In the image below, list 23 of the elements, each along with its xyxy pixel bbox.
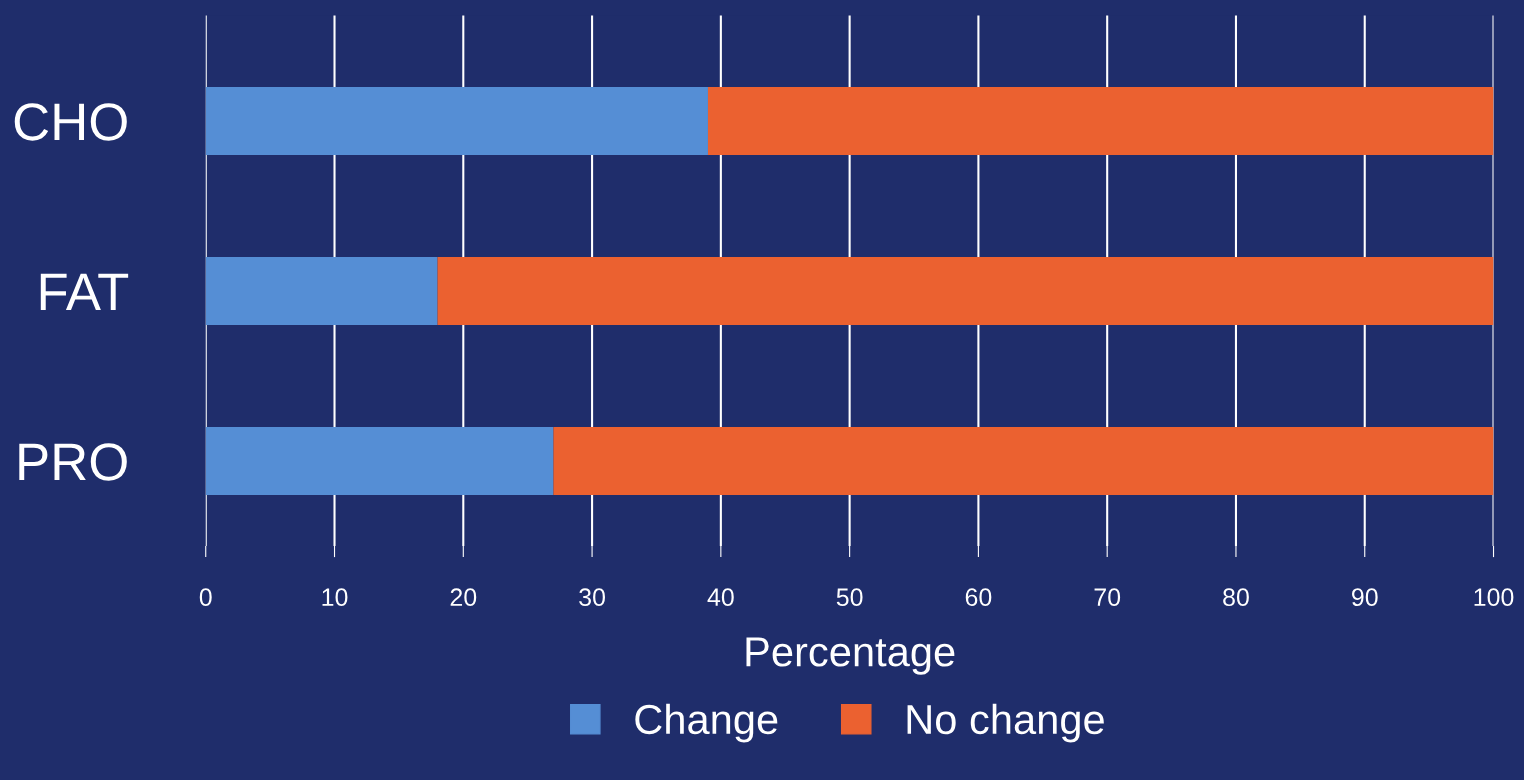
x-tick-label: 20 xyxy=(450,588,477,607)
bar xyxy=(707,87,1494,155)
legend-label: Change xyxy=(635,703,778,743)
y-tick-label: PRO xyxy=(19,443,127,481)
x-tick-label: 80 xyxy=(1223,588,1249,607)
x-tick-label: 30 xyxy=(579,588,605,607)
bar xyxy=(205,427,554,495)
x-tick-label: 50 xyxy=(836,588,863,607)
x-axis-title: Percentage xyxy=(746,637,955,675)
x-tick-label: 40 xyxy=(707,588,734,607)
bar xyxy=(205,257,438,325)
x-tick-label: 100 xyxy=(1474,588,1514,607)
x-tick-label: 0 xyxy=(199,588,212,607)
bar xyxy=(553,427,1494,495)
bar xyxy=(205,87,708,155)
x-tick-label: 60 xyxy=(965,588,992,607)
y-tick-label: CHO xyxy=(14,103,127,141)
x-tick-label: 90 xyxy=(1352,588,1378,607)
legend-label: No change xyxy=(907,703,1104,743)
x-tick-label: 70 xyxy=(1094,588,1121,607)
y-tick-label: FAT xyxy=(40,273,129,311)
x-tick-label: 10 xyxy=(322,588,348,607)
bar xyxy=(437,257,1494,325)
